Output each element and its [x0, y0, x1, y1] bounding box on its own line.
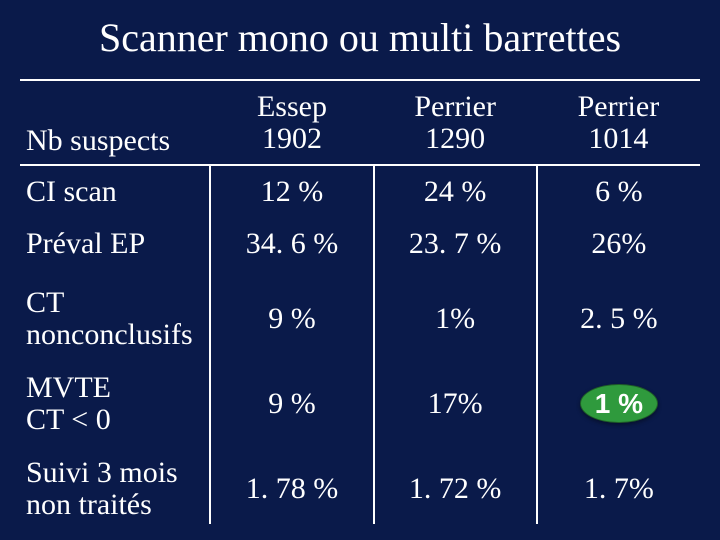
cell-value: 9 % [210, 354, 373, 439]
highlight-badge: 1 % [580, 384, 658, 423]
cell-value: 2. 5 % [537, 269, 700, 354]
table-header-row: Nb suspects Essep 1902 Perrier 1290 Perr… [20, 80, 700, 165]
cell-value: 1. 78 % [210, 439, 373, 524]
study-n: 1014 [543, 123, 694, 155]
cell-value: 23. 7 % [374, 218, 537, 270]
cell-value: 24 % [374, 165, 537, 218]
cell-value: 26% [537, 218, 700, 270]
slide-title: Scanner mono ou multi barrettes [20, 14, 700, 61]
table-body: CI scan12 %24 %6 %Préval EP34. 6 %23. 7 … [20, 165, 700, 524]
study-header-0: Essep 1902 [210, 80, 373, 165]
cell-value: 1 % [537, 354, 700, 439]
study-header-2: Perrier 1014 [537, 80, 700, 165]
row-label: CT nonconclusifs [20, 269, 210, 354]
cell-value: 17% [374, 354, 537, 439]
study-name: Essep [216, 91, 367, 123]
study-n: 1290 [380, 123, 531, 155]
table-row: CT nonconclusifs9 %1%2. 5 % [20, 269, 700, 354]
cell-value: 1% [374, 269, 537, 354]
table-row: Suivi 3 moisnon traités1. 78 %1. 72 %1. … [20, 439, 700, 524]
study-name: Perrier [380, 91, 531, 123]
cell-value: 6 % [537, 165, 700, 218]
row-label: MVTECT < 0 [20, 354, 210, 439]
table-row: Préval EP34. 6 %23. 7 %26% [20, 218, 700, 270]
row-header-label: Nb suspects [20, 80, 210, 165]
cell-value: 34. 6 % [210, 218, 373, 270]
table-row: MVTECT < 09 %17% 1 % [20, 354, 700, 439]
row-label: Préval EP [20, 218, 210, 270]
cell-value: 12 % [210, 165, 373, 218]
slide: { "title": "Scanner mono ou multi barret… [0, 0, 720, 540]
cell-value: 1. 7% [537, 439, 700, 524]
cell-value: 1. 72 % [374, 439, 537, 524]
row-label: CI scan [20, 165, 210, 218]
cell-value: 9 % [210, 269, 373, 354]
study-header-1: Perrier 1290 [374, 80, 537, 165]
study-n: 1902 [216, 123, 367, 155]
row-label: Suivi 3 moisnon traités [20, 439, 210, 524]
table-row: CI scan12 %24 %6 % [20, 165, 700, 218]
comparison-table: Nb suspects Essep 1902 Perrier 1290 Perr… [20, 79, 700, 524]
study-name: Perrier [543, 91, 694, 123]
